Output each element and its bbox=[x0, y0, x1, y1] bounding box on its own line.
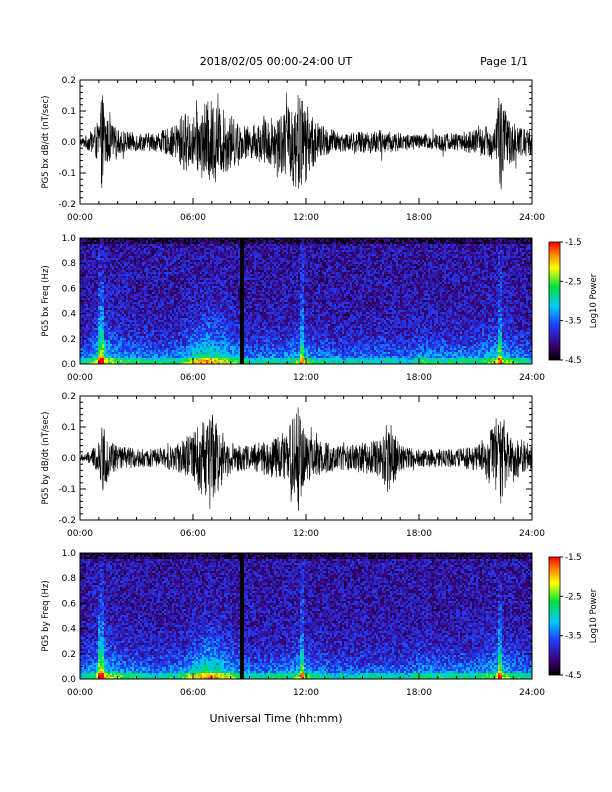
x-tick-label: 18:00 bbox=[406, 373, 432, 383]
bx-spectrogram-panel: 1.0 0.8 0.6 0.4 0.2 0.0 00:00 06:00 12:00 18:00 24… bbox=[41, 234, 599, 383]
y-tick-label: 0.0 bbox=[62, 454, 77, 464]
y-tick-label: 0.2 bbox=[62, 335, 76, 345]
page-number: Page 1/1 bbox=[480, 55, 528, 68]
x-tick-label: 24:00 bbox=[519, 688, 545, 698]
y-tick-label: 0.6 bbox=[62, 284, 77, 294]
y-tick-label: 0.0 bbox=[62, 675, 77, 685]
by-spectrogram-panel: 1.0 0.8 0.6 0.4 0.2 0.0 00:00 06:00 12:00 18:00 24… bbox=[41, 549, 599, 698]
colorbar-tick-label: -1.5 bbox=[565, 553, 582, 563]
bx-waveform-panel: 0.2 0.1 0.0 -0.1 -0.2 00:00 06:00 12:00 18:00 24:… bbox=[41, 76, 545, 223]
colorbar-scale bbox=[549, 242, 560, 360]
y-tick-label: 1.0 bbox=[62, 549, 77, 559]
waveform-trace bbox=[80, 92, 532, 189]
colorbar-scale bbox=[549, 557, 560, 675]
x-tick-label: 06:00 bbox=[180, 373, 206, 383]
y-tick-label: 0.0 bbox=[62, 360, 77, 370]
y-axis-label: PG5 by dB/dt (nT/sec) bbox=[41, 412, 51, 505]
y-tick-label: 0.4 bbox=[62, 310, 77, 320]
x-tick-label: 00:00 bbox=[67, 213, 93, 223]
colorbar-tick-label: -2.5 bbox=[565, 277, 582, 287]
x-tick-label: 24:00 bbox=[519, 213, 545, 223]
y-tick-label: 0.2 bbox=[62, 392, 76, 402]
waveform-trace bbox=[80, 407, 532, 511]
colorbar: -1.5 -2.5 -3.5 -4.5 Log10 Power bbox=[549, 238, 599, 366]
colorbar: -1.5 -2.5 -3.5 -4.5 Log10 Power bbox=[549, 553, 599, 681]
data-gap bbox=[240, 238, 244, 364]
x-tick-label: 12:00 bbox=[293, 529, 319, 539]
x-tick-label: 00:00 bbox=[67, 688, 93, 698]
y-tick-label: 0.1 bbox=[62, 423, 76, 433]
y-tick-label: 0.8 bbox=[62, 259, 77, 269]
x-tick-label: 24:00 bbox=[519, 529, 545, 539]
y-tick-label: 0.1 bbox=[62, 107, 76, 117]
x-tick-label: 12:00 bbox=[293, 213, 319, 223]
y-axis-label: PG5 bx dB/dt (nT/sec) bbox=[41, 96, 51, 189]
x-tick-label: 24:00 bbox=[519, 373, 545, 383]
colorbar-tick-label: -4.5 bbox=[565, 356, 582, 366]
x-tick-label: 18:00 bbox=[406, 213, 432, 223]
x-tick-label: 00:00 bbox=[67, 529, 93, 539]
colorbar-tick-label: -3.5 bbox=[565, 317, 582, 327]
page-title: 2018/02/05 00:00-24:00 UT bbox=[200, 55, 353, 68]
y-tick-label: -0.2 bbox=[58, 200, 76, 210]
x-tick-label: 00:00 bbox=[67, 373, 93, 383]
y-tick-label: 0.0 bbox=[62, 138, 77, 148]
x-tick-label: 06:00 bbox=[180, 213, 206, 223]
y-tick-label: 0.2 bbox=[62, 650, 76, 660]
y-tick-label: -0.1 bbox=[58, 169, 76, 179]
colorbar-tick-label: -1.5 bbox=[565, 238, 582, 248]
x-tick-label: 12:00 bbox=[293, 373, 319, 383]
data-gap bbox=[240, 553, 244, 679]
y-axis-label: PG5 bx Freq (Hz) bbox=[41, 265, 51, 336]
colorbar-label: Log10 Power bbox=[589, 588, 599, 643]
colorbar-tick-label: -2.5 bbox=[565, 592, 582, 602]
y-tick-label: 0.2 bbox=[62, 76, 76, 86]
colorbar-label: Log10 Power bbox=[589, 273, 599, 328]
x-axis-label: Universal Time (hh:mm) bbox=[210, 712, 343, 725]
y-tick-label: -0.1 bbox=[58, 485, 76, 495]
y-tick-label: 1.0 bbox=[62, 234, 77, 244]
y-tick-label: 0.6 bbox=[62, 599, 77, 609]
x-tick-label: 18:00 bbox=[406, 529, 432, 539]
y-tick-label: 0.8 bbox=[62, 574, 77, 584]
spectrogram-cells bbox=[80, 553, 532, 679]
y-tick-label: 0.4 bbox=[62, 625, 77, 635]
y-axis-label: PG5 by Freq (Hz) bbox=[41, 580, 51, 651]
x-tick-label: 06:00 bbox=[180, 529, 206, 539]
spectrogram-cells bbox=[80, 238, 532, 364]
y-tick-label: -0.2 bbox=[58, 516, 76, 526]
x-tick-label: 18:00 bbox=[406, 688, 432, 698]
colorbar-tick-label: -3.5 bbox=[565, 632, 582, 642]
x-tick-label: 12:00 bbox=[293, 688, 319, 698]
colorbar-tick-label: -4.5 bbox=[565, 671, 582, 681]
x-tick-label: 06:00 bbox=[180, 688, 206, 698]
by-waveform-panel: 0.2 0.1 0.0 -0.1 -0.2 00:00 06:00 12:00 18:00 24:… bbox=[41, 392, 545, 539]
